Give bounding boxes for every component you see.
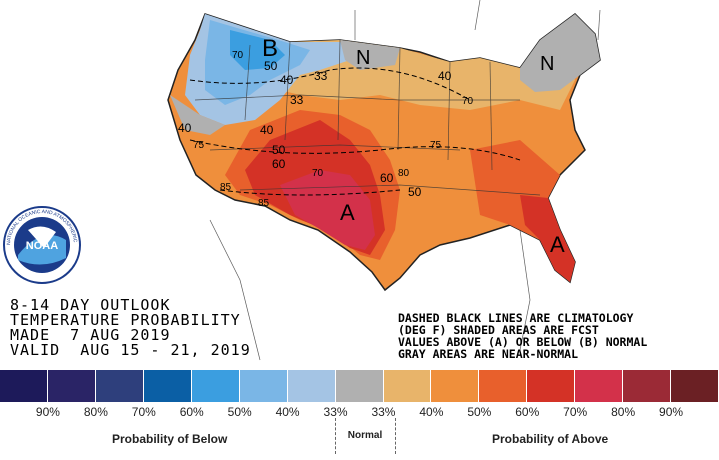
label-50: 50 — [408, 185, 422, 199]
near-normal-northeast — [520, 14, 600, 92]
legend-swatch — [623, 370, 672, 402]
legend-swatch — [383, 370, 432, 402]
legend-percent-label: 90% — [659, 405, 684, 419]
label-70: 70 — [462, 96, 474, 107]
legend-swatch — [431, 370, 480, 402]
label-40: 40 — [438, 69, 452, 83]
legend-swatch — [239, 370, 288, 402]
above-70-florida — [520, 195, 575, 282]
outlook-title: 8-14 DAY OUTLOOK — [10, 296, 171, 314]
label-75: 75 — [193, 140, 205, 151]
label-50: 50 — [272, 143, 286, 157]
label-80: 80 — [398, 168, 410, 179]
outlook-map: B N N A A 70 70 70 50 50 50 40 40 40 40 … — [0, 0, 601, 361]
legend-below-caption: Probability of Below — [112, 432, 228, 446]
legend-divider — [395, 418, 396, 454]
above-80 — [280, 170, 375, 250]
legend-percent-label: 40% — [419, 405, 444, 419]
legend-percent-label: 50% — [227, 405, 252, 419]
legend-percent-label: 40% — [275, 405, 300, 419]
label-a-southwest: A — [340, 200, 355, 225]
legend-percent-label: 70% — [131, 405, 156, 419]
legend-swatch — [191, 370, 240, 402]
state-lines — [194, 0, 601, 361]
label-40: 40 — [280, 73, 294, 87]
legend-percent-label: 80% — [611, 405, 636, 419]
legend-percent-label: 70% — [563, 405, 588, 419]
legend-swatch — [287, 370, 336, 402]
near-normal-west — [170, 95, 225, 135]
made-date: MADE 7 AUG 2019 — [10, 326, 171, 344]
legend-swatch — [671, 370, 719, 402]
climatology-lines — [189, 67, 521, 196]
legend-percent-label: 50% — [467, 405, 492, 419]
label-33: 33 — [290, 93, 304, 107]
noaa-logo-text: NOAA — [26, 240, 58, 252]
label-40: 40 — [178, 121, 192, 135]
label-75: 75 — [430, 140, 442, 151]
label-40: 40 — [260, 123, 274, 137]
label-33: 33 — [314, 69, 328, 83]
label-85: 85 — [258, 198, 270, 209]
label-85: 85 — [220, 182, 232, 193]
label-70: 70 — [312, 168, 324, 179]
legend-above-caption: Probability of Above — [492, 432, 609, 446]
legend-swatch — [527, 370, 576, 402]
noaa-logo: NOAA NATIONAL OCEANIC AND ATMOSPHERIC AD… — [0, 0, 81, 284]
valid-dates: VALID AUG 15 - 21, 2019 — [10, 341, 251, 359]
legend-normal-caption: Normal — [347, 430, 383, 441]
label-b: B — [262, 35, 278, 62]
legend-divider — [335, 418, 336, 454]
legend-percent-label: 33% — [323, 405, 348, 419]
legend-swatch — [47, 370, 96, 402]
legend-percent-label: 90% — [35, 405, 60, 419]
label-a-florida: A — [550, 232, 565, 257]
legend-percent-label: 80% — [83, 405, 108, 419]
legend-percent-label: 60% — [515, 405, 540, 419]
label-50: 50 — [264, 59, 278, 73]
map-note: GRAY AREAS ARE NEAR-NORMAL — [398, 347, 579, 361]
label-60: 60 — [380, 171, 394, 185]
map-note: (DEG F) SHADED AREAS ARE FCST — [398, 323, 599, 337]
legend-swatch — [0, 370, 48, 402]
legend-color-bar — [0, 370, 719, 402]
legend-swatch — [479, 370, 528, 402]
legend-swatch — [143, 370, 192, 402]
legend-percent-label: 60% — [179, 405, 204, 419]
map-note: VALUES ABOVE (A) OR BELOW (B) NORMAL — [398, 335, 648, 349]
legend-swatch — [335, 370, 384, 402]
legend-swatch — [95, 370, 144, 402]
label-60: 60 — [272, 157, 286, 171]
legend-percent-label: 33% — [371, 405, 396, 419]
label-70: 70 — [232, 50, 244, 61]
label-n-north: N — [356, 47, 370, 69]
near-normal-north — [340, 40, 400, 70]
below-60 — [230, 30, 285, 70]
label-n-northeast: N — [540, 53, 554, 75]
map-note: DASHED BLACK LINES ARE CLIMATOLOGY — [398, 311, 634, 325]
legend-swatch — [575, 370, 624, 402]
outlook-subtitle: TEMPERATURE PROBABILITY — [10, 311, 241, 329]
